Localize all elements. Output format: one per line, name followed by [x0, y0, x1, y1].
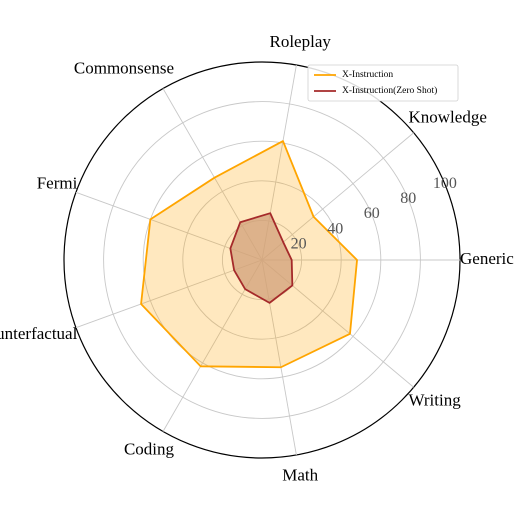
- category-label-commonsense: Commonsense: [74, 58, 174, 77]
- category-label-generic: Generic: [460, 249, 514, 268]
- category-labels: Generic Knowledge Roleplay Commonsense Fermi…: [0, 32, 514, 484]
- legend: X-Instruction X-Instruction(Zero Shot): [307, 64, 459, 102]
- category-label-writing: Writing: [409, 390, 462, 409]
- legend-label-x-instruction: X-Instruction: [342, 70, 393, 80]
- rtick-label-40: 40: [327, 220, 343, 237]
- category-label-knowledge: Knowledge: [409, 108, 487, 127]
- category-label-coding: Coding: [124, 439, 175, 458]
- rtick-label-20: 20: [291, 235, 307, 252]
- legend-box: [307, 64, 459, 102]
- category-label-math: Math: [282, 466, 318, 485]
- legend-label-x-instruction-zero-shot: X-Instruction(Zero Shot): [342, 85, 437, 96]
- radial-tick-labels: 20 40 60 80 100: [291, 175, 457, 253]
- category-label-counterfactual: Counterfactual: [0, 324, 78, 343]
- category-label-fermi: Fermi: [37, 174, 78, 193]
- rtick-label-80: 80: [400, 190, 416, 207]
- radar-series: [140, 140, 358, 369]
- rtick-label-100: 100: [433, 175, 457, 192]
- spoke-knowledge: [261, 132, 414, 261]
- category-label-roleplay: Roleplay: [270, 32, 332, 51]
- rtick-label-60: 60: [364, 205, 380, 222]
- spoke-counterfactual: [75, 259, 263, 329]
- series-area-x-instruction-zero-shot: [229, 212, 294, 304]
